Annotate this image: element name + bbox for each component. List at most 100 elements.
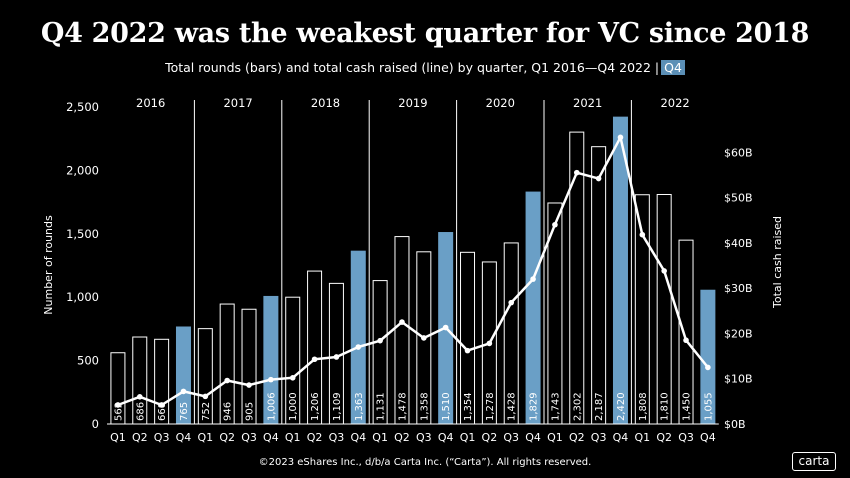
bar-value-label: 1,206 xyxy=(310,392,321,421)
x-tick-label: Q2 xyxy=(132,431,148,444)
y-tick-label: 1,000 xyxy=(66,290,99,304)
chart-title: Q4 2022 was the weakest quarter for VC s… xyxy=(40,18,810,49)
y2-axis-label: Total cash raised xyxy=(771,216,784,309)
bar-value-label: 765 xyxy=(179,402,190,421)
bar-value-label: 1,278 xyxy=(485,392,496,421)
cash-raised-point xyxy=(573,169,580,176)
y2-tick-label: $0B xyxy=(724,418,746,431)
cash-raised-point xyxy=(158,402,165,408)
year-label: 2022 xyxy=(660,96,689,110)
x-tick-label: Q4 xyxy=(525,431,541,444)
y2-tick-label: $60B xyxy=(724,146,753,159)
bar xyxy=(525,191,541,425)
cash-raised-point xyxy=(289,375,296,381)
y2-tick-label: $20B xyxy=(724,327,753,340)
cash-raised-point xyxy=(552,221,558,228)
copyright-footer: ©2023 eShares Inc., d/b/a Carta Inc. (“C… xyxy=(258,457,592,468)
x-tick-label: Q1 xyxy=(372,431,388,444)
bar-value-label: 668 xyxy=(157,402,168,421)
y-tick-label: 0 xyxy=(92,417,99,431)
bar xyxy=(591,146,607,425)
bar-value-label: 1,808 xyxy=(638,392,649,421)
year-label: 2019 xyxy=(398,96,427,110)
bar-value-label: 1,510 xyxy=(441,392,452,421)
x-tick-label: Q2 xyxy=(482,431,498,444)
bar-value-label: 905 xyxy=(245,402,256,421)
year-label: 2021 xyxy=(573,96,602,110)
cash-raised-point xyxy=(530,276,536,282)
cash-raised-point xyxy=(705,364,711,371)
x-tick-label: Q3 xyxy=(329,431,345,444)
cash-raised-point xyxy=(661,268,667,274)
cash-raised-point xyxy=(508,299,515,306)
bar-value-label: 946 xyxy=(223,402,234,421)
x-tick-label: Q4 xyxy=(613,431,629,444)
year-label: 2018 xyxy=(311,96,340,110)
x-tick-label: Q1 xyxy=(285,431,301,444)
bar-value-label: 1,354 xyxy=(463,392,474,421)
year-label: 2016 xyxy=(136,96,165,110)
y2-tick-label: $10B xyxy=(724,373,753,386)
x-tick-label: Q3 xyxy=(241,431,257,444)
x-tick-label: Q3 xyxy=(591,431,607,444)
x-tick-label: Q3 xyxy=(154,431,170,444)
x-tick-label: Q1 xyxy=(197,431,213,444)
bar-value-label: 1,055 xyxy=(703,392,714,421)
x-tick-label: Q1 xyxy=(547,431,563,444)
bar-value-label: 1,810 xyxy=(660,392,671,421)
y2-tick-label: $50B xyxy=(724,192,753,205)
cash-raised-point xyxy=(421,335,427,341)
cash-raised-point xyxy=(355,344,362,350)
y2-tick-label: $30B xyxy=(724,282,753,295)
bar-value-label: 1,109 xyxy=(332,392,343,421)
x-tick-label: Q2 xyxy=(307,431,323,444)
x-tick-label: Q2 xyxy=(394,431,410,444)
bar-value-label: 1,363 xyxy=(354,392,365,421)
cash-raised-point xyxy=(224,377,230,384)
bar-value-label: 1,478 xyxy=(397,392,408,421)
bar-value-label: 1,743 xyxy=(550,392,561,421)
subtitle-highlight: Q4 xyxy=(661,60,685,75)
bar-value-label: 1,358 xyxy=(419,392,430,421)
cash-raised-point xyxy=(246,382,252,388)
y-tick-label: 1,500 xyxy=(66,227,99,241)
x-tick-label: Q1 xyxy=(110,431,126,444)
bar-value-label: 562 xyxy=(113,402,124,421)
bar-value-label: 1,006 xyxy=(266,392,277,421)
x-tick-label: Q4 xyxy=(700,431,716,444)
cash-raised-point xyxy=(464,347,471,354)
x-tick-label: Q4 xyxy=(438,431,454,444)
cash-raised-point xyxy=(595,175,602,182)
cash-raised-point xyxy=(115,402,121,408)
cash-raised-point xyxy=(399,319,405,325)
bar-value-label: 1,829 xyxy=(529,392,540,421)
chart-subtitle: Total rounds (bars) and total cash raise… xyxy=(0,60,850,75)
bar-value-label: 1,428 xyxy=(507,392,518,421)
x-tick-label: Q2 xyxy=(569,431,585,444)
x-tick-label: Q1 xyxy=(460,431,476,444)
bar xyxy=(656,193,672,425)
cash-raised-point xyxy=(486,340,493,347)
year-label: 2017 xyxy=(223,96,252,110)
y2-tick-label: $40B xyxy=(724,237,753,250)
cash-raised-point xyxy=(333,354,340,360)
cash-raised-point xyxy=(268,376,274,383)
bar-value-label: 2,302 xyxy=(572,392,583,421)
cash-raised-point xyxy=(442,324,449,331)
cash-raised-point xyxy=(202,393,209,400)
y-tick-label: 2,500 xyxy=(66,100,99,114)
cash-raised-point xyxy=(683,337,689,344)
carta-logo: carta xyxy=(792,452,836,471)
x-tick-label: Q3 xyxy=(503,431,519,444)
year-label: 2020 xyxy=(486,96,515,110)
x-tick-label: Q3 xyxy=(678,431,694,444)
subtitle-text: Total rounds (bars) and total cash raise… xyxy=(165,60,660,75)
bar-value-label: 2,187 xyxy=(594,392,605,421)
cash-raised-point xyxy=(617,134,624,141)
x-tick-label: Q2 xyxy=(656,431,672,444)
y-axis-label: Number of rounds xyxy=(42,215,55,315)
x-tick-label: Q4 xyxy=(176,431,192,444)
bar-value-label: 1,131 xyxy=(376,392,387,421)
x-tick-label: Q2 xyxy=(219,431,235,444)
x-tick-label: Q3 xyxy=(416,431,432,444)
